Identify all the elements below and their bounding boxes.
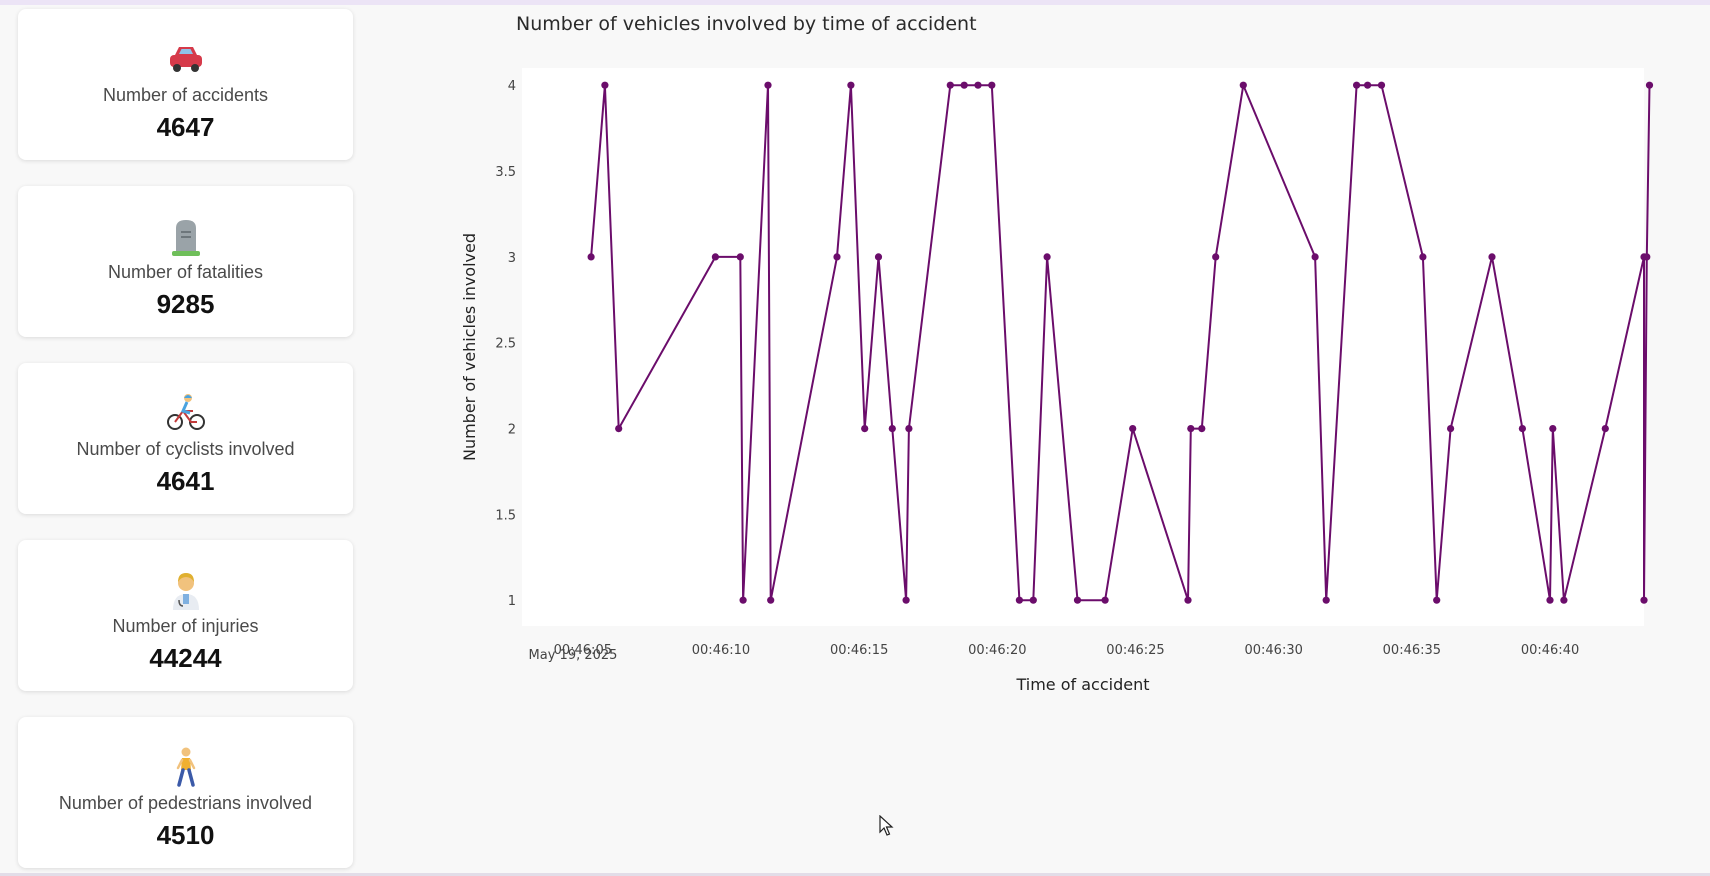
- y-axis-title: Number of vehicles involved: [460, 233, 479, 461]
- x-axis-title: Time of accident: [1015, 675, 1149, 694]
- card-label: Number of cyclists involved: [76, 439, 295, 459]
- x-tick-label: 00:46:25: [1106, 643, 1164, 658]
- top-bar: [0, 0, 1710, 5]
- data-point[interactable]: [1101, 596, 1109, 604]
- data-point[interactable]: [1640, 596, 1648, 604]
- data-point[interactable]: [1518, 425, 1526, 433]
- data-point[interactable]: [736, 253, 744, 261]
- data-point[interactable]: [1184, 596, 1192, 604]
- data-point[interactable]: [1549, 425, 1557, 433]
- card-value: 4510: [156, 820, 215, 850]
- data-point[interactable]: [739, 596, 747, 604]
- data-point[interactable]: [1073, 596, 1082, 604]
- data-point[interactable]: [711, 253, 720, 261]
- data-point[interactable]: [1377, 81, 1386, 89]
- data-point[interactable]: [847, 81, 855, 89]
- data-point[interactable]: [902, 596, 910, 604]
- data-point[interactable]: [1419, 253, 1427, 261]
- data-point[interactable]: [1129, 425, 1137, 433]
- data-point[interactable]: [833, 253, 841, 261]
- card-value: 44244: [149, 643, 222, 673]
- x-tick-label: 00:46:10: [692, 643, 750, 658]
- data-point[interactable]: [1447, 425, 1455, 433]
- data-point[interactable]: [1643, 253, 1651, 261]
- x-date-label: May 19, 2025: [529, 648, 618, 663]
- card-label: Number of injuries: [112, 616, 259, 636]
- data-point[interactable]: [905, 425, 913, 433]
- data-point[interactable]: [764, 81, 772, 89]
- data-point[interactable]: [988, 81, 996, 89]
- data-point[interactable]: [1364, 81, 1372, 89]
- data-point[interactable]: [1015, 596, 1024, 604]
- data-point[interactable]: [1029, 596, 1037, 604]
- data-point[interactable]: [861, 425, 869, 433]
- fatalities-card: Number of fatalities 9285: [18, 186, 353, 337]
- y-tick-label: 3.5: [495, 165, 516, 180]
- data-point[interactable]: [974, 81, 982, 89]
- data-point[interactable]: [1433, 596, 1441, 604]
- y-tick-label: 1.5: [495, 508, 516, 523]
- card-value: 9285: [156, 289, 215, 319]
- data-point[interactable]: [1187, 425, 1195, 433]
- data-point[interactable]: [946, 81, 954, 89]
- cyclists-card: Number of cyclists involved 4641: [18, 363, 353, 514]
- y-tick-label: 3: [508, 251, 516, 266]
- data-point[interactable]: [1601, 425, 1609, 433]
- x-tick-label: 00:46:30: [1244, 643, 1302, 658]
- cyclist-icon: [18, 391, 353, 435]
- card-label: Number of pedestrians involved: [58, 793, 313, 813]
- bottom-bar: [0, 873, 1710, 876]
- injuries-card: Number of injuries 44244: [18, 540, 353, 691]
- data-point[interactable]: [1212, 253, 1220, 261]
- x-tick-label: 00:46:05: [554, 643, 612, 658]
- y-tick-label: 4: [508, 79, 516, 94]
- data-point[interactable]: [888, 425, 896, 433]
- card-label: Number of fatalities: [107, 262, 264, 282]
- x-tick-label: 00:46:15: [830, 643, 888, 658]
- data-point[interactable]: [874, 253, 883, 261]
- headstone-icon: [18, 214, 353, 258]
- plot-area: [522, 68, 1644, 626]
- pedestrian-icon: [18, 745, 353, 789]
- chart-title: Number of vehicles involved by time of a…: [516, 13, 977, 35]
- accidents-card: Number of accidents 4647: [18, 9, 353, 160]
- data-point[interactable]: [601, 81, 609, 89]
- data-point[interactable]: [1560, 596, 1568, 604]
- data-point[interactable]: [1353, 81, 1361, 89]
- card-value: 4641: [156, 466, 215, 496]
- x-tick-label: 00:46:40: [1521, 643, 1579, 658]
- data-point[interactable]: [1546, 596, 1554, 604]
- data-point[interactable]: [960, 81, 968, 89]
- data-point[interactable]: [1645, 81, 1654, 89]
- health-worker-icon: [18, 568, 353, 612]
- data-point[interactable]: [767, 596, 775, 604]
- data-point[interactable]: [615, 425, 623, 433]
- y-tick-label: 2: [508, 423, 516, 438]
- data-point[interactable]: [1239, 81, 1247, 89]
- x-tick-label: 00:46:20: [968, 643, 1026, 658]
- car-icon: [18, 37, 353, 81]
- card-label: Number of accidents: [102, 85, 269, 105]
- card-value: 4647: [156, 112, 215, 142]
- y-tick-label: 2.5: [495, 337, 516, 352]
- data-point[interactable]: [1322, 596, 1330, 604]
- data-point[interactable]: [587, 253, 595, 261]
- y-tick-label: 1: [508, 594, 516, 609]
- data-point[interactable]: [1198, 425, 1206, 433]
- data-point[interactable]: [1488, 253, 1496, 261]
- data-point[interactable]: [1311, 253, 1319, 261]
- mouse-cursor-icon: [879, 814, 895, 842]
- pedestrians-card: Number of pedestrians involved 4510: [18, 717, 353, 868]
- series-line: [590, 84, 1651, 602]
- data-point[interactable]: [1043, 253, 1051, 261]
- x-tick-label: 00:46:35: [1383, 643, 1441, 658]
